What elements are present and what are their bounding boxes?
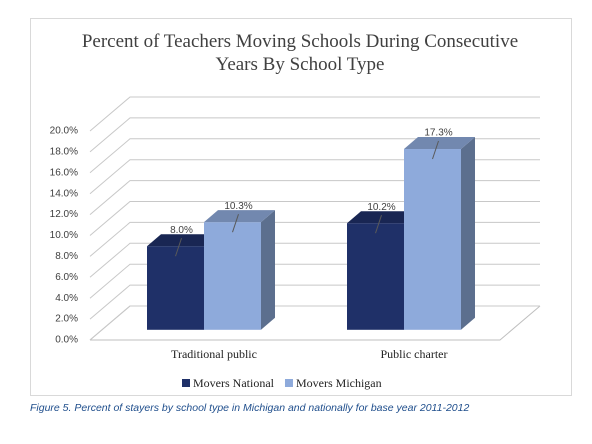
grid-line [89,159,540,195]
x-tick-label: Traditional public [171,347,257,361]
caption: Figure 5. Percent of stayers by school t… [30,402,470,414]
y-tick-label: 18.0% [50,147,78,158]
label-leader [375,215,382,234]
y-tick-label: 0.0% [55,335,78,346]
bar-side [261,210,275,330]
value-label: 10.2% [367,202,395,213]
grid-line [89,96,540,132]
value-label: 17.3% [424,128,452,139]
chart-frame [30,18,572,396]
legend-label: Movers Michigan [296,376,382,390]
y-tick-label: 8.0% [55,251,78,262]
floor-edge [90,305,541,341]
bar-top [404,137,475,150]
x-tick-label: Public charter [381,347,448,361]
legend-swatch [284,379,293,387]
y-tick-label: 4.0% [55,293,78,304]
bar-side [461,137,475,330]
y-tick-label: 20.0% [50,126,78,137]
legend-label: Movers National [193,376,275,390]
chart-title: Percent of Teachers Moving Schools Durin… [81,31,519,75]
bar [204,222,261,330]
value-label: 8.0% [170,225,193,236]
label-leader [232,214,239,233]
grid-line [89,117,540,153]
bar [347,223,404,330]
grid-line [89,138,540,174]
y-tick-label: 10.0% [50,230,78,241]
y-tick-label: 12.0% [50,209,78,220]
grid-line [89,201,540,236]
y-tick-label: 2.0% [55,314,78,325]
y-tick-label: 6.0% [55,272,78,283]
bar-top [347,211,418,224]
y-tick-label: 16.0% [50,167,78,178]
value-label: 10.3% [224,201,252,212]
bar [147,246,204,330]
label-leader [432,140,439,160]
grid-line [89,180,540,215]
bar-top [204,210,275,223]
y-tick-label: 14.0% [50,188,78,199]
bar-top [147,234,218,247]
label-leader [175,238,182,257]
bar [404,149,461,330]
legend-swatch [182,379,190,387]
